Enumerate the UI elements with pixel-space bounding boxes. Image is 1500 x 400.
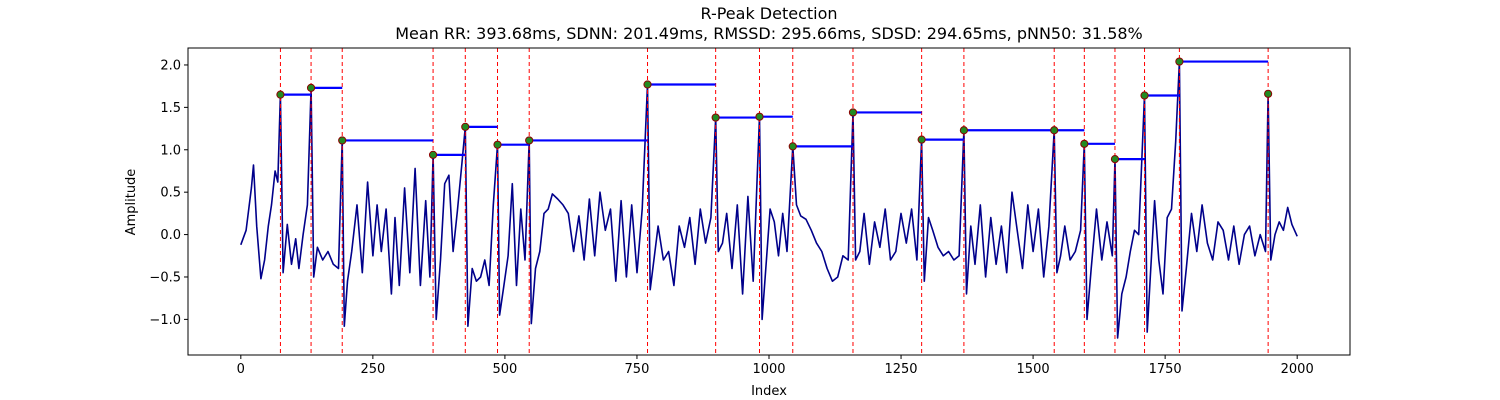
peak-marker-10 <box>755 112 764 121</box>
peak-marker-1 <box>276 90 285 99</box>
peak-marker-3 <box>338 136 347 145</box>
peak-marker-9 <box>711 113 720 122</box>
y-tick-label-2: 2.0 <box>160 58 181 73</box>
x-tick-label-1500: 1500 <box>1017 362 1050 377</box>
peak-marker-8 <box>643 80 652 89</box>
y-tick-label--1: −1.0 <box>149 313 181 328</box>
y-tick-label-1.5: 1.5 <box>160 101 181 116</box>
x-axis-label: Index <box>751 384 787 399</box>
peak-marker-12 <box>848 108 858 117</box>
x-tick-label-0: 0 <box>237 362 245 377</box>
chart-subtitle: Mean RR: 393.68ms, SDNN: 201.49ms, RMSSD… <box>395 24 1143 43</box>
axes-frame <box>187 47 1351 356</box>
x-tick-label-1000: 1000 <box>752 362 785 377</box>
y-axis-label: Amplitude <box>124 169 139 236</box>
x-tick-label-1750: 1750 <box>1149 362 1182 377</box>
x-tick-label-750: 750 <box>625 362 650 377</box>
peak-marker-6 <box>493 140 502 149</box>
peak-marker-18 <box>1140 91 1149 100</box>
x-tick-label-2000: 2000 <box>1281 362 1314 377</box>
y-tick-label-0.5: 0.5 <box>160 186 181 201</box>
signal-line <box>240 60 1298 339</box>
peak-marker-20 <box>1264 89 1273 98</box>
plot-area <box>240 48 1298 355</box>
peak-marker-14 <box>959 126 968 135</box>
x-axis: 0 250 500 750 1000 1250 1500 1750 2000 <box>237 355 1314 377</box>
peak-marker-19 <box>1175 57 1184 66</box>
peak-marker-11 <box>788 142 797 151</box>
peak-marker-17 <box>1110 154 1120 164</box>
peak-marker-4 <box>428 150 438 159</box>
peak-marker-2 <box>306 83 316 92</box>
peak-marker-5 <box>461 122 470 131</box>
x-tick-label-500: 500 <box>492 362 517 377</box>
y-axis: −1.0 −0.5 0.0 0.5 1.0 1.5 2.0 <box>149 58 188 328</box>
y-tick-label--0.5: −0.5 <box>149 270 181 285</box>
y-tick-label-0: 0.0 <box>160 228 181 243</box>
chart-title: R-Peak Detection <box>700 4 837 23</box>
peak-marker-15 <box>1050 126 1059 135</box>
peak-marker-16 <box>1080 139 1089 148</box>
peak-marker-13 <box>917 135 926 144</box>
x-tick-label-1250: 1250 <box>884 362 917 377</box>
x-tick-label-250: 250 <box>360 362 385 377</box>
peak-marker-7 <box>525 136 534 145</box>
y-tick-label-1: 1.0 <box>160 143 181 158</box>
